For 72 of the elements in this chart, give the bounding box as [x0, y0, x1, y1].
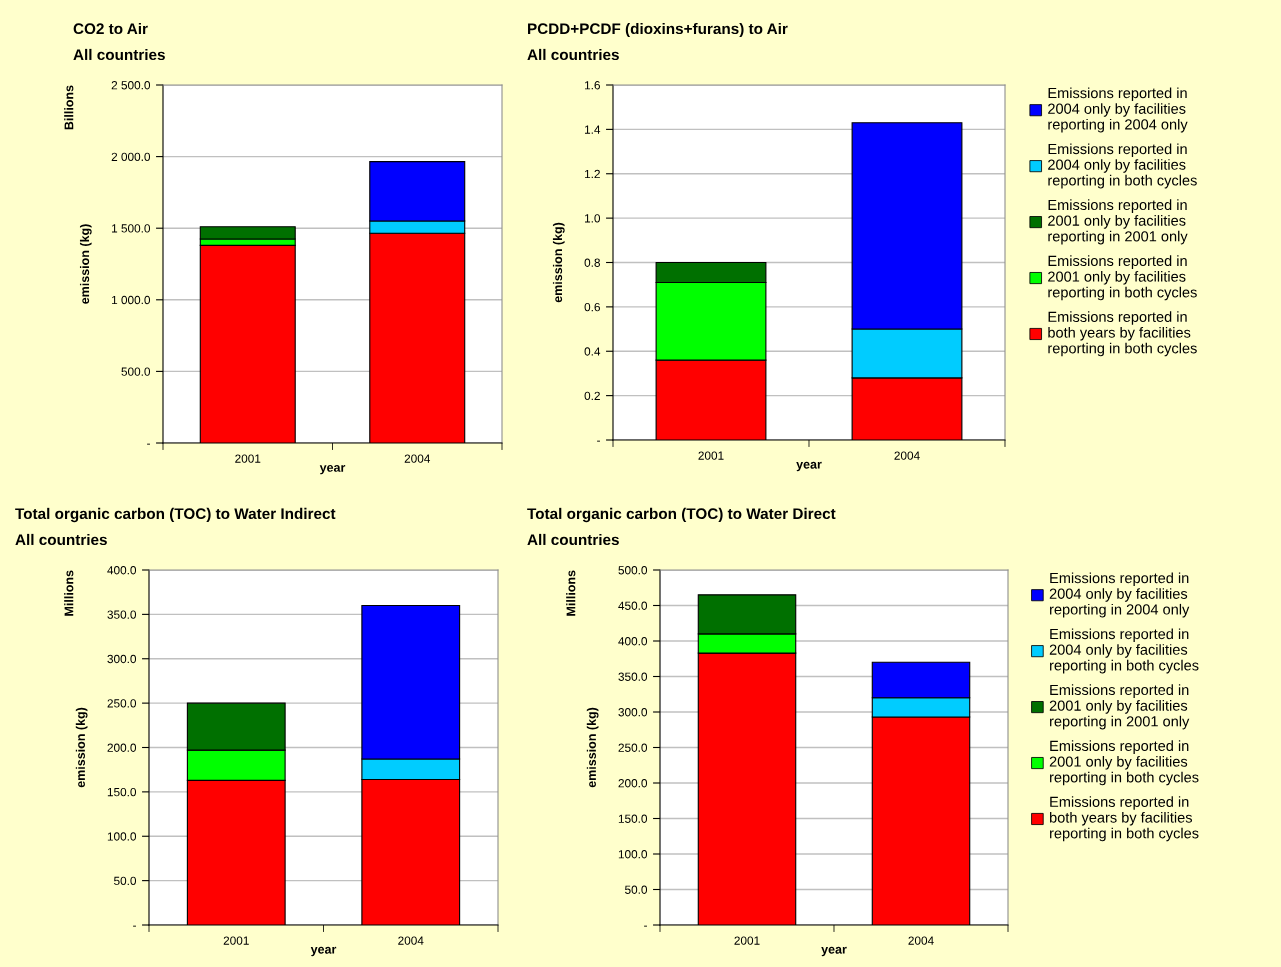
y-axis-title: emission (kg)	[75, 707, 88, 788]
chart-subtitle: All countries	[15, 533, 107, 546]
y-tick-label: 1 000.0	[112, 295, 151, 305]
y-axis-title: emission (kg)	[586, 707, 599, 788]
legend-label: Emissions reported in 2004 only by facilities reporting in 2004 only	[1049, 572, 1190, 618]
legend-label: Emissions reported in both years by facilities reporting in both cycles	[1048, 311, 1197, 357]
x-tick-label: 2001	[235, 454, 261, 463]
y-tick-label: 300.0	[618, 708, 648, 717]
y-tick-label: 50.0	[114, 876, 137, 886]
x-axis-title: year	[319, 465, 346, 475]
legend-label: Emissions reported in 2001 only by facilities reporting in both cycles	[1048, 255, 1197, 301]
y-tick-label: 150.0	[618, 814, 648, 823]
y-tick-label: 1.4	[584, 125, 601, 134]
x-tick-label: 2001	[698, 451, 724, 460]
y-tick-label: -	[644, 925, 647, 927]
y-tick-label: 2 000.0	[111, 152, 151, 161]
chart-title: Total organic carbon (TOC) to Water Direct	[527, 507, 836, 523]
y-tick-label: 0.8	[584, 258, 600, 267]
y-tick-label: -	[133, 925, 136, 927]
legend-label: Emissions reported in 2004 only by facilities reporting in both cycles	[1049, 628, 1199, 674]
legend-label: Emissions reported in 2001 only by facilities reporting in both cycles	[1049, 740, 1199, 786]
chart-title: CO2 to Air	[73, 22, 148, 35]
y-tick-label: -	[597, 440, 600, 442]
chart-subtitle: All countries	[527, 533, 619, 546]
y-tick-label: -	[147, 443, 150, 445]
y-tick-label: 1 500.0	[112, 224, 151, 233]
y-tick-label: 350.0	[618, 672, 648, 681]
x-tick-label: 2001	[223, 936, 249, 945]
text: Millions	[64, 570, 74, 616]
y-tick-label: 1.2	[584, 169, 600, 179]
y-axis-title: emission (kg)	[552, 222, 565, 303]
y-axis-title: emission (kg)	[79, 224, 92, 304]
x-tick-label: 2004	[398, 936, 424, 945]
x-tick-label: 2004	[908, 936, 934, 945]
y-tick-label: 50.0	[625, 885, 648, 894]
legend-label: Emissions reported in 2004 only by facilities reporting in 2004 only	[1048, 87, 1188, 133]
y-tick-label: 100.0	[107, 832, 137, 841]
x-tick-label: 2004	[894, 451, 920, 460]
y-tick-label: 0.6	[584, 302, 600, 312]
x-axis-title: year	[310, 946, 337, 957]
legend-label: Emissions reported in 2001 only by facilities reporting in 2001 only	[1049, 684, 1190, 730]
legend-label: Emissions reported in 2004 only by facilities reporting in both cycles	[1048, 143, 1197, 189]
y-tick-label: 400.0	[618, 637, 648, 646]
y-tick-label: 300.0	[107, 654, 137, 664]
chart-subtitle: All countries	[527, 48, 619, 61]
x-axis-title: year	[796, 461, 822, 472]
y-tick-label: 250.0	[618, 743, 648, 752]
x-tick-label: 2004	[404, 454, 431, 463]
y-tick-label: 500.0	[121, 367, 151, 376]
y-tick-label: 400.0	[107, 566, 137, 575]
y-tick-label: 500.0	[618, 566, 648, 575]
x-tick-label: 2001	[734, 936, 760, 945]
chart-title: PCDD+PCDF (dioxins+furans) to Air	[528, 22, 788, 38]
y-tick-label: 2 500.0	[111, 81, 151, 90]
y-tick-label: 200.0	[618, 779, 648, 788]
legend-label: Emissions reported in both years by facilities reporting in both cycles	[1050, 796, 1199, 842]
chart-subtitle: All countries	[73, 48, 165, 61]
y-tick-label: 100.0	[618, 850, 648, 859]
y-tick-label: 1.0	[584, 214, 601, 223]
y-tick-label: 0.2	[584, 391, 600, 401]
y-tick-label: 350.0	[107, 610, 137, 619]
y-tick-label: 0.4	[584, 347, 601, 356]
legend-label: Emissions reported in 2001 only by facilities reporting in 2001 only	[1048, 199, 1188, 245]
x-axis-title: year	[821, 946, 847, 957]
y-tick-label: 200.0	[107, 743, 137, 752]
text: Billions	[64, 85, 74, 130]
chart-title: Total organic carbon (TOC) to Water Indirect	[15, 507, 336, 523]
y-tick-label: 150.0	[107, 787, 137, 797]
y-tick-label: 1.6	[584, 81, 600, 90]
y-tick-label: 450.0	[618, 601, 648, 610]
text: Millions	[566, 570, 576, 616]
y-tick-label: 250.0	[107, 699, 137, 708]
